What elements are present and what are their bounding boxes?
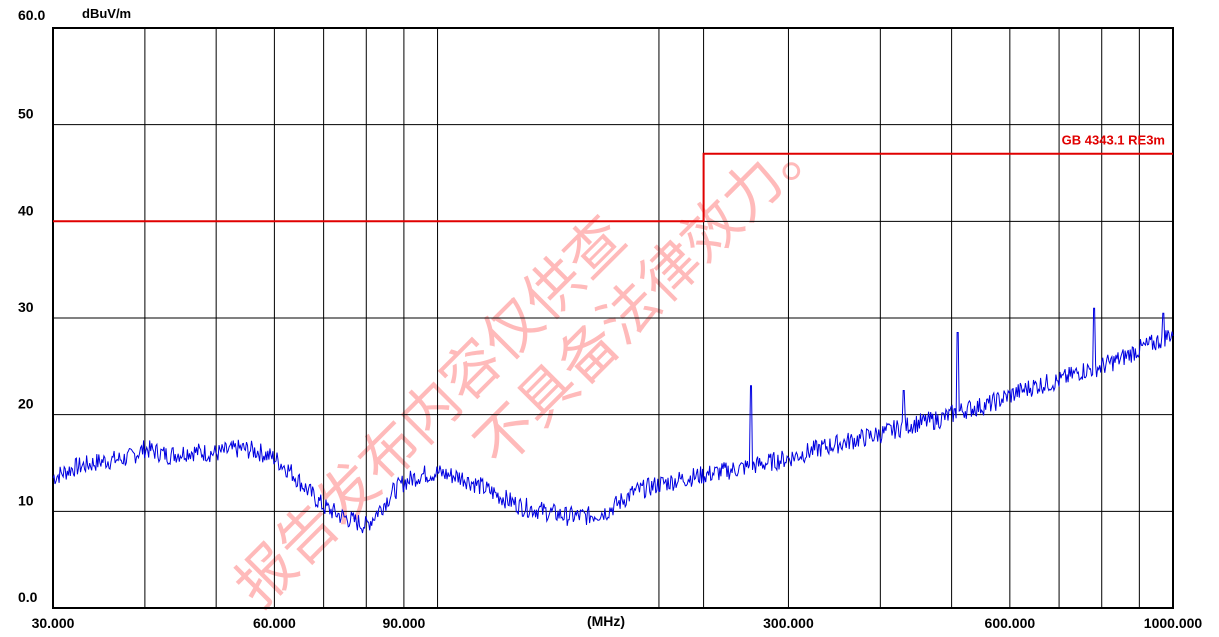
y-tick-label: 40 bbox=[18, 202, 34, 218]
plot-frame bbox=[52, 27, 1174, 609]
y-tick-label: 20 bbox=[18, 396, 34, 412]
limit-line-label: GB 4343.1 RE3m bbox=[1062, 133, 1165, 148]
y-tick-label: 50 bbox=[18, 106, 34, 122]
x-axis-unit: (MHz) bbox=[587, 613, 625, 629]
limit-line bbox=[53, 152, 1173, 223]
y-tick-label: 60.0 bbox=[18, 7, 45, 23]
x-tick-label: 300.000 bbox=[763, 615, 814, 631]
x-tick-label: 30.000 bbox=[32, 615, 75, 631]
measurement-trace bbox=[52, 307, 1174, 534]
x-tick-label: 90.000 bbox=[382, 615, 425, 631]
y-tick-label: 30 bbox=[18, 299, 34, 315]
axis-labels: 0.0 10 20 30 40 50 60.0 30.000 60.000 90.000 300.0… bbox=[18, 7, 1202, 631]
x-tick-label: 1000.000 bbox=[1144, 615, 1203, 631]
x-tick-label: 60.000 bbox=[253, 615, 296, 631]
series-layer: GB 4343.1 RE3m bbox=[52, 133, 1174, 534]
y-axis-unit: dBuV/m bbox=[82, 6, 131, 21]
y-tick-label: 0.0 bbox=[18, 589, 38, 605]
grid bbox=[52, 27, 1174, 609]
y-tick-label: 10 bbox=[18, 492, 34, 508]
x-tick-label: 600.000 bbox=[985, 615, 1036, 631]
